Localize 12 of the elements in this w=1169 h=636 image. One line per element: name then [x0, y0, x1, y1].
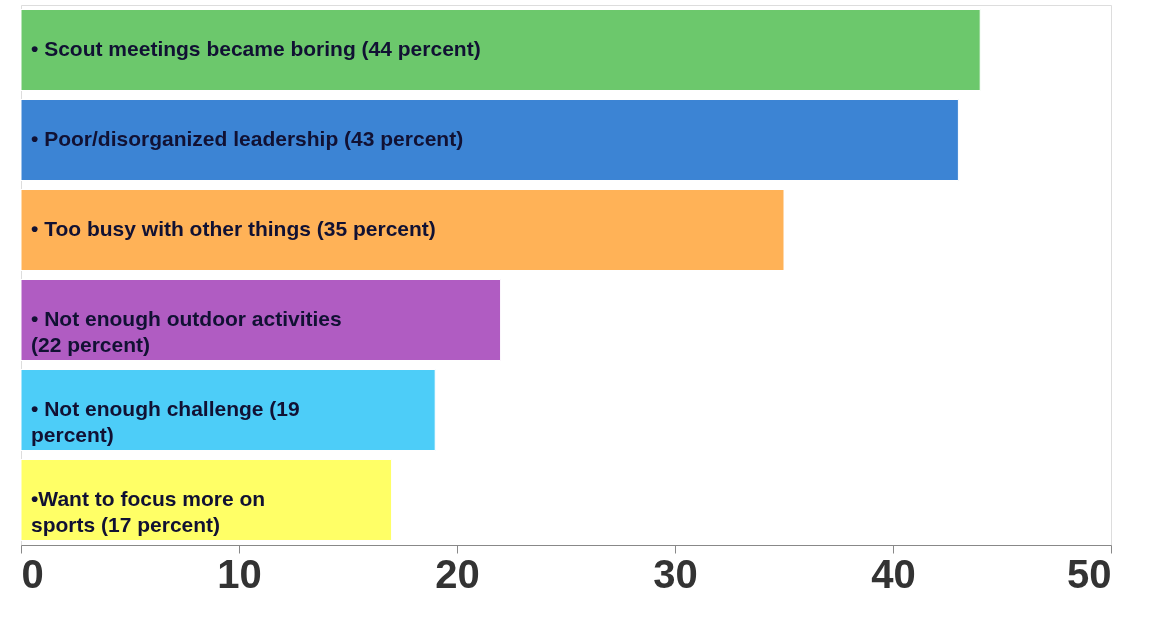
x-tick-label: 10: [217, 551, 262, 596]
x-tick-label: 40: [871, 551, 916, 596]
x-tick-label: 0: [21, 551, 44, 596]
x-tick-label: 50: [1067, 551, 1112, 596]
x-tick-label: 30: [653, 551, 698, 596]
y-tick-label: •Want to focus more on sports (17 percent): [31, 487, 266, 536]
y-tick-label: • Not enough outdoor activities (22 percent): [31, 307, 342, 356]
y-tick-label: • Scout meetings became boring (44 percent): [31, 37, 481, 60]
x-tick-label: 20: [435, 551, 480, 596]
y-tick-label: • Not enough challenge (19 percent): [31, 397, 300, 446]
y-tick-label: • Poor/disorganized leadership (43 percent): [31, 127, 464, 150]
y-tick-label: • Too busy with other things (35 percent): [31, 217, 436, 240]
